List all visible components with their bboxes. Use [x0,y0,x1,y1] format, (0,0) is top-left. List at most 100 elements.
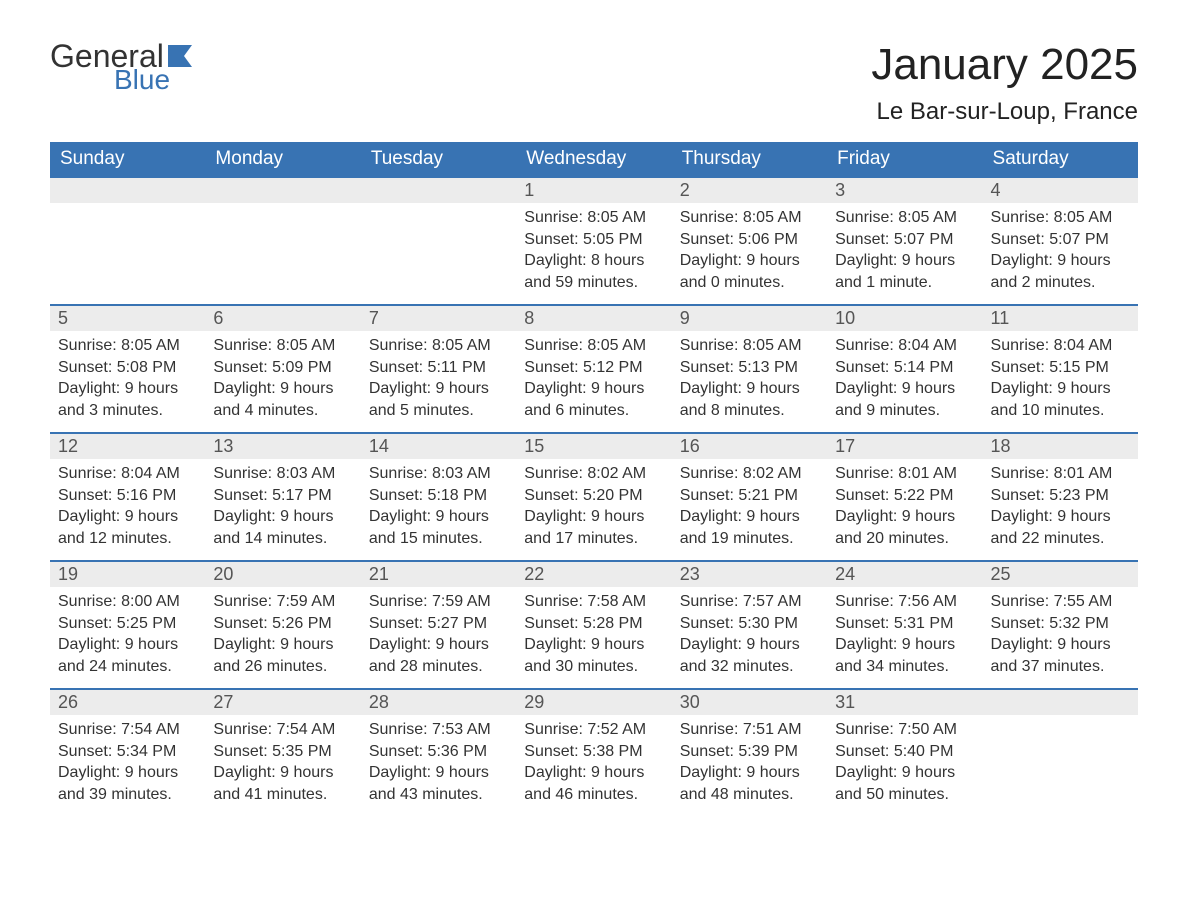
daylight-line1: Daylight: 9 hours [680,506,819,528]
calendar-cell: 21Sunrise: 7:59 AMSunset: 5:27 PMDayligh… [361,561,516,689]
day-body: Sunrise: 8:05 AMSunset: 5:13 PMDaylight:… [672,331,827,429]
daylight-line2: and 37 minutes. [991,656,1130,678]
daylight-line2: and 14 minutes. [213,528,352,550]
sunset: Sunset: 5:05 PM [524,229,663,251]
daylight-line2: and 28 minutes. [369,656,508,678]
daylight-line1: Daylight: 9 hours [835,762,974,784]
day-number-empty [205,178,360,203]
daylight-line1: Daylight: 9 hours [680,378,819,400]
day-number: 2 [672,178,827,203]
calendar-cell: 25Sunrise: 7:55 AMSunset: 5:32 PMDayligh… [983,561,1138,689]
sunset: Sunset: 5:16 PM [58,485,197,507]
daylight-line1: Daylight: 9 hours [369,506,508,528]
daylight-line1: Daylight: 9 hours [524,634,663,656]
sunrise: Sunrise: 8:04 AM [835,335,974,357]
daylight-line1: Daylight: 9 hours [213,378,352,400]
daylight-line1: Daylight: 9 hours [991,506,1130,528]
sunset: Sunset: 5:17 PM [213,485,352,507]
calendar-cell: 12Sunrise: 8:04 AMSunset: 5:16 PMDayligh… [50,433,205,561]
day-number-empty [50,178,205,203]
sunrise: Sunrise: 8:05 AM [835,207,974,229]
sunrise: Sunrise: 8:02 AM [680,463,819,485]
day-number: 25 [983,562,1138,587]
sunrise: Sunrise: 8:01 AM [991,463,1130,485]
logo-text-blue: Blue [114,66,202,94]
sunset: Sunset: 5:30 PM [680,613,819,635]
sunset: Sunset: 5:36 PM [369,741,508,763]
sunrise: Sunrise: 8:05 AM [680,207,819,229]
calendar-cell: 31Sunrise: 7:50 AMSunset: 5:40 PMDayligh… [827,689,982,817]
sunset: Sunset: 5:21 PM [680,485,819,507]
day-number: 22 [516,562,671,587]
day-number: 11 [983,306,1138,331]
daylight-line2: and 46 minutes. [524,784,663,806]
daylight-line2: and 10 minutes. [991,400,1130,422]
calendar-cell: 14Sunrise: 8:03 AMSunset: 5:18 PMDayligh… [361,433,516,561]
daylight-line2: and 39 minutes. [58,784,197,806]
day-body: Sunrise: 7:58 AMSunset: 5:28 PMDaylight:… [516,587,671,685]
day-number-empty [361,178,516,203]
daylight-line2: and 6 minutes. [524,400,663,422]
day-number: 27 [205,690,360,715]
daylight-line1: Daylight: 9 hours [369,762,508,784]
daylight-line1: Daylight: 9 hours [369,378,508,400]
sunrise: Sunrise: 7:54 AM [213,719,352,741]
day-number: 19 [50,562,205,587]
day-body: Sunrise: 8:05 AMSunset: 5:11 PMDaylight:… [361,331,516,429]
day-body: Sunrise: 8:04 AMSunset: 5:14 PMDaylight:… [827,331,982,429]
day-body: Sunrise: 7:52 AMSunset: 5:38 PMDaylight:… [516,715,671,813]
daylight-line2: and 2 minutes. [991,272,1130,294]
day-number: 3 [827,178,982,203]
daylight-line2: and 43 minutes. [369,784,508,806]
sunset: Sunset: 5:18 PM [369,485,508,507]
calendar-cell: 27Sunrise: 7:54 AMSunset: 5:35 PMDayligh… [205,689,360,817]
day-number: 14 [361,434,516,459]
sunset: Sunset: 5:28 PM [524,613,663,635]
calendar-cell [50,177,205,305]
day-body: Sunrise: 8:04 AMSunset: 5:15 PMDaylight:… [983,331,1138,429]
sunset: Sunset: 5:20 PM [524,485,663,507]
calendar-cell: 1Sunrise: 8:05 AMSunset: 5:05 PMDaylight… [516,177,671,305]
sunrise: Sunrise: 7:56 AM [835,591,974,613]
sunset: Sunset: 5:34 PM [58,741,197,763]
day-body: Sunrise: 7:55 AMSunset: 5:32 PMDaylight:… [983,587,1138,685]
daylight-line1: Daylight: 9 hours [58,378,197,400]
day-number-empty [983,690,1138,715]
sunset: Sunset: 5:25 PM [58,613,197,635]
sunrise: Sunrise: 7:54 AM [58,719,197,741]
daylight-line2: and 48 minutes. [680,784,819,806]
day-body: Sunrise: 7:53 AMSunset: 5:36 PMDaylight:… [361,715,516,813]
daylight-line2: and 5 minutes. [369,400,508,422]
sunset: Sunset: 5:38 PM [524,741,663,763]
sunrise: Sunrise: 7:53 AM [369,719,508,741]
day-header: Friday [827,142,982,177]
calendar-cell [983,689,1138,817]
daylight-line1: Daylight: 9 hours [835,634,974,656]
daylight-line2: and 30 minutes. [524,656,663,678]
day-body: Sunrise: 7:51 AMSunset: 5:39 PMDaylight:… [672,715,827,813]
calendar-cell: 8Sunrise: 8:05 AMSunset: 5:12 PMDaylight… [516,305,671,433]
day-number: 17 [827,434,982,459]
calendar-week-row: 1Sunrise: 8:05 AMSunset: 5:05 PMDaylight… [50,177,1138,305]
day-number: 16 [672,434,827,459]
daylight-line1: Daylight: 9 hours [991,634,1130,656]
header: General Blue January 2025 Le Bar-sur-Lou… [50,40,1138,126]
calendar-cell: 7Sunrise: 8:05 AMSunset: 5:11 PMDaylight… [361,305,516,433]
daylight-line1: Daylight: 9 hours [213,506,352,528]
calendar-cell: 3Sunrise: 8:05 AMSunset: 5:07 PMDaylight… [827,177,982,305]
sunset: Sunset: 5:35 PM [213,741,352,763]
sunrise: Sunrise: 8:02 AM [524,463,663,485]
day-body: Sunrise: 8:05 AMSunset: 5:06 PMDaylight:… [672,203,827,301]
day-number: 23 [672,562,827,587]
calendar-cell: 19Sunrise: 8:00 AMSunset: 5:25 PMDayligh… [50,561,205,689]
calendar-week-row: 19Sunrise: 8:00 AMSunset: 5:25 PMDayligh… [50,561,1138,689]
day-number: 28 [361,690,516,715]
daylight-line2: and 0 minutes. [680,272,819,294]
sunrise: Sunrise: 7:59 AM [369,591,508,613]
day-number: 20 [205,562,360,587]
title-block: January 2025 Le Bar-sur-Loup, France [871,40,1138,126]
sunrise: Sunrise: 8:05 AM [680,335,819,357]
sunset: Sunset: 5:26 PM [213,613,352,635]
sunset: Sunset: 5:07 PM [991,229,1130,251]
day-body: Sunrise: 7:59 AMSunset: 5:26 PMDaylight:… [205,587,360,685]
